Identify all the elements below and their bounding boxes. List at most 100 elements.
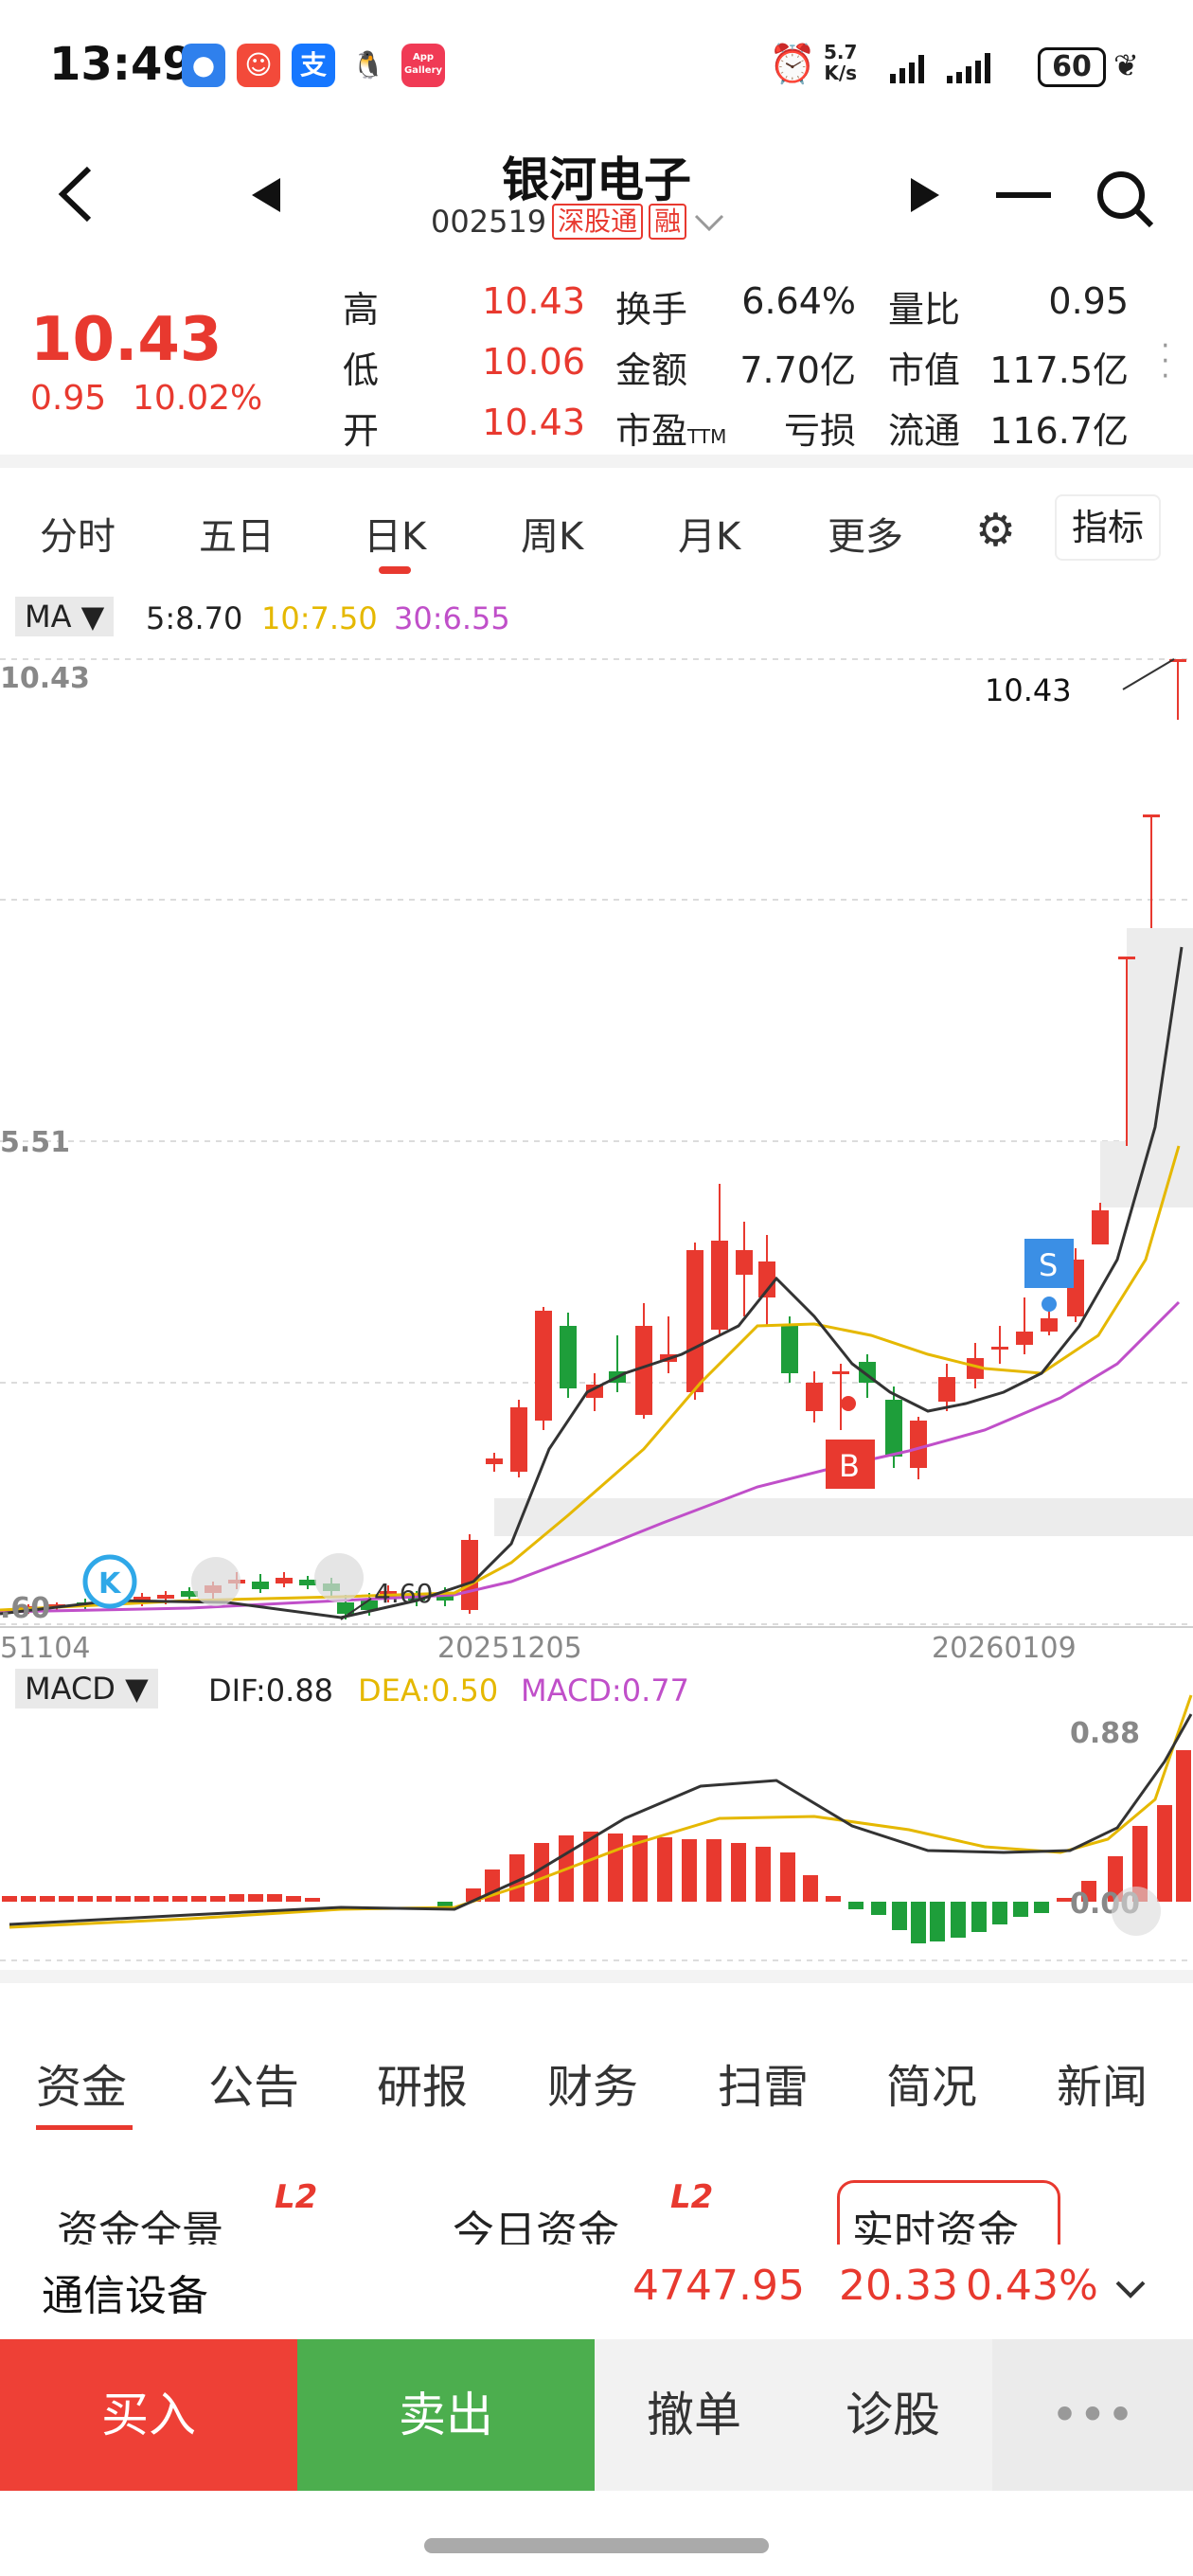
macd-bar: [97, 1896, 112, 1902]
pe-label: 市盈TTM: [615, 410, 727, 452]
macd-bar: [1057, 1898, 1072, 1902]
l2-badge: L2: [670, 2178, 714, 2216]
candle-body: [1016, 1332, 1033, 1345]
tab-more[interactable]: 更多: [828, 515, 903, 559]
y-axis-top: 10.43: [0, 662, 90, 695]
ma-selector[interactable]: MA ▼: [15, 597, 115, 636]
amount-label: 金额: [615, 349, 688, 391]
ma30-line: [0, 1300, 1181, 1614]
trade-actions: 买入 卖出 撤单 诊股 •••: [0, 2339, 1193, 2491]
back-icon[interactable]: [55, 163, 97, 225]
tab-risk-scan[interactable]: 扫雷: [718, 2061, 810, 2114]
shenzhen-connect-tag: 深股通: [552, 204, 644, 240]
tab-profile[interactable]: 简况: [886, 2061, 978, 2114]
tab-timeshare[interactable]: 分时: [40, 515, 116, 559]
macd-top-label: 0.88: [1070, 1717, 1140, 1750]
tab-research[interactable]: 研报: [377, 2061, 469, 2114]
tab-news[interactable]: 新闻: [1057, 2061, 1148, 2114]
macd-bar: [21, 1896, 36, 1902]
candle-body: [910, 1421, 927, 1468]
tab-finance[interactable]: 财务: [547, 2061, 639, 2114]
price-change: 0.95: [30, 379, 107, 418]
high-value: 10.43: [482, 280, 585, 322]
macd-bar: [992, 1902, 1007, 1924]
mascot-app-icon: ☺: [237, 44, 280, 87]
subtab-fund-overview[interactable]: 资金全景: [57, 2208, 223, 2245]
sell-button[interactable]: 卖出: [297, 2339, 595, 2491]
macd-bar: [305, 1898, 320, 1902]
candle-body: [361, 1601, 378, 1610]
tab-funds[interactable]: 资金: [36, 2061, 128, 2114]
candle-body: [781, 1324, 798, 1373]
candle-body: [337, 1602, 354, 1614]
tab-daily-k[interactable]: 日K: [364, 515, 427, 559]
candle-body: [181, 1591, 198, 1597]
tab-weekly-k[interactable]: 周K: [521, 515, 584, 559]
candle-body: [1118, 957, 1135, 959]
realtime-funds-frame: [837, 2180, 1060, 2245]
sector-bar[interactable]: 通信设备 4747.95 20.33 0.43%: [0, 2245, 1193, 2339]
candle-body: [586, 1385, 603, 1398]
alarm-icon: ⏰: [769, 43, 816, 86]
next-stock-icon[interactable]: [905, 174, 943, 216]
macd-bar: [780, 1852, 795, 1902]
macd-bar: [756, 1847, 771, 1902]
last-price: 10.43: [30, 305, 223, 375]
search-icon[interactable]: [1095, 169, 1155, 229]
macd-bar: [951, 1902, 966, 1938]
candle-body: [157, 1595, 174, 1599]
margin-tag: 融: [649, 204, 687, 240]
indicator-button[interactable]: 指标: [1055, 494, 1161, 561]
candle-body: [535, 1311, 552, 1421]
home-indicator[interactable]: [424, 2538, 769, 2553]
message-app-icon: ●: [182, 44, 225, 87]
kline-chart[interactable]: MA ▼ 5:8.70 10:7.50 30:6.55 10.43 4.60 S: [0, 578, 1193, 1970]
candle-body: [252, 1582, 269, 1589]
chevron-down-icon[interactable]: [692, 210, 726, 233]
alipay-icon: 支: [292, 44, 335, 87]
macd-bar: [116, 1896, 131, 1902]
amount-value: 7.70亿: [739, 349, 856, 391]
status-bar: 13:49 ● ☺ 支 🐧 App Gallery ⏰ 5.7 K/s 60 ❦: [0, 0, 1193, 133]
tab-monthly-k[interactable]: 月K: [678, 515, 741, 559]
y-axis-bottom: .60: [0, 1592, 50, 1625]
diagnose-button[interactable]: 诊股: [793, 2339, 992, 2491]
macd-bar: [930, 1902, 945, 1941]
candle-body: [991, 1347, 1008, 1350]
kline-tabs: 分时 五日 日K 周K 月K 更多 ⚙ 指标: [0, 455, 1193, 591]
market-cap-value: 117.5亿: [989, 349, 1129, 391]
more-dots-icon[interactable]: · · ·: [1161, 330, 1170, 393]
tab-announcements[interactable]: 公告: [208, 2061, 300, 2114]
macd-bar: [40, 1896, 55, 1902]
chevron-down-icon[interactable]: [1113, 2279, 1148, 2301]
gear-icon[interactable]: ⚙: [975, 504, 1017, 557]
macd-bar: [1176, 1750, 1191, 1902]
sector-change: 20.33: [839, 2262, 958, 2310]
signal-icon: [890, 53, 990, 83]
macd-bar: [583, 1832, 598, 1902]
tab-five-day[interactable]: 五日: [199, 515, 275, 559]
buy-marker-label: B: [839, 1448, 860, 1484]
more-actions-button[interactable]: •••: [992, 2339, 1193, 2491]
subtab-realtime-funds[interactable]: 实时资金: [852, 2208, 1019, 2245]
candle-body: [510, 1407, 527, 1472]
macd-bar: [1157, 1805, 1172, 1902]
sell-marker-label: S: [1039, 1247, 1058, 1283]
candle-body: [967, 1358, 984, 1379]
subtab-today-funds[interactable]: 今日资金: [453, 2208, 619, 2245]
buy-button[interactable]: 买入: [0, 2339, 297, 2491]
turnover-value: 6.64%: [741, 280, 856, 322]
macd-bar: [59, 1896, 74, 1902]
minimize-icon[interactable]: [996, 189, 1053, 201]
prev-stock-icon[interactable]: [248, 174, 286, 216]
sector-index: 4747.95: [632, 2262, 805, 2310]
cancel-order-button[interactable]: 撤单: [595, 2339, 793, 2491]
macd-bar: [229, 1894, 244, 1902]
macd-selector[interactable]: MACD ▼: [15, 1669, 158, 1708]
pe-value: 亏损: [783, 410, 856, 452]
stock-header: 银河电子 002519 深股通 融: [0, 133, 1193, 265]
macd-bar: [911, 1902, 926, 1943]
battery-indicator: 60: [1038, 47, 1106, 87]
candle-body: [134, 1597, 151, 1601]
high-annotation: 10.43: [985, 672, 1072, 708]
